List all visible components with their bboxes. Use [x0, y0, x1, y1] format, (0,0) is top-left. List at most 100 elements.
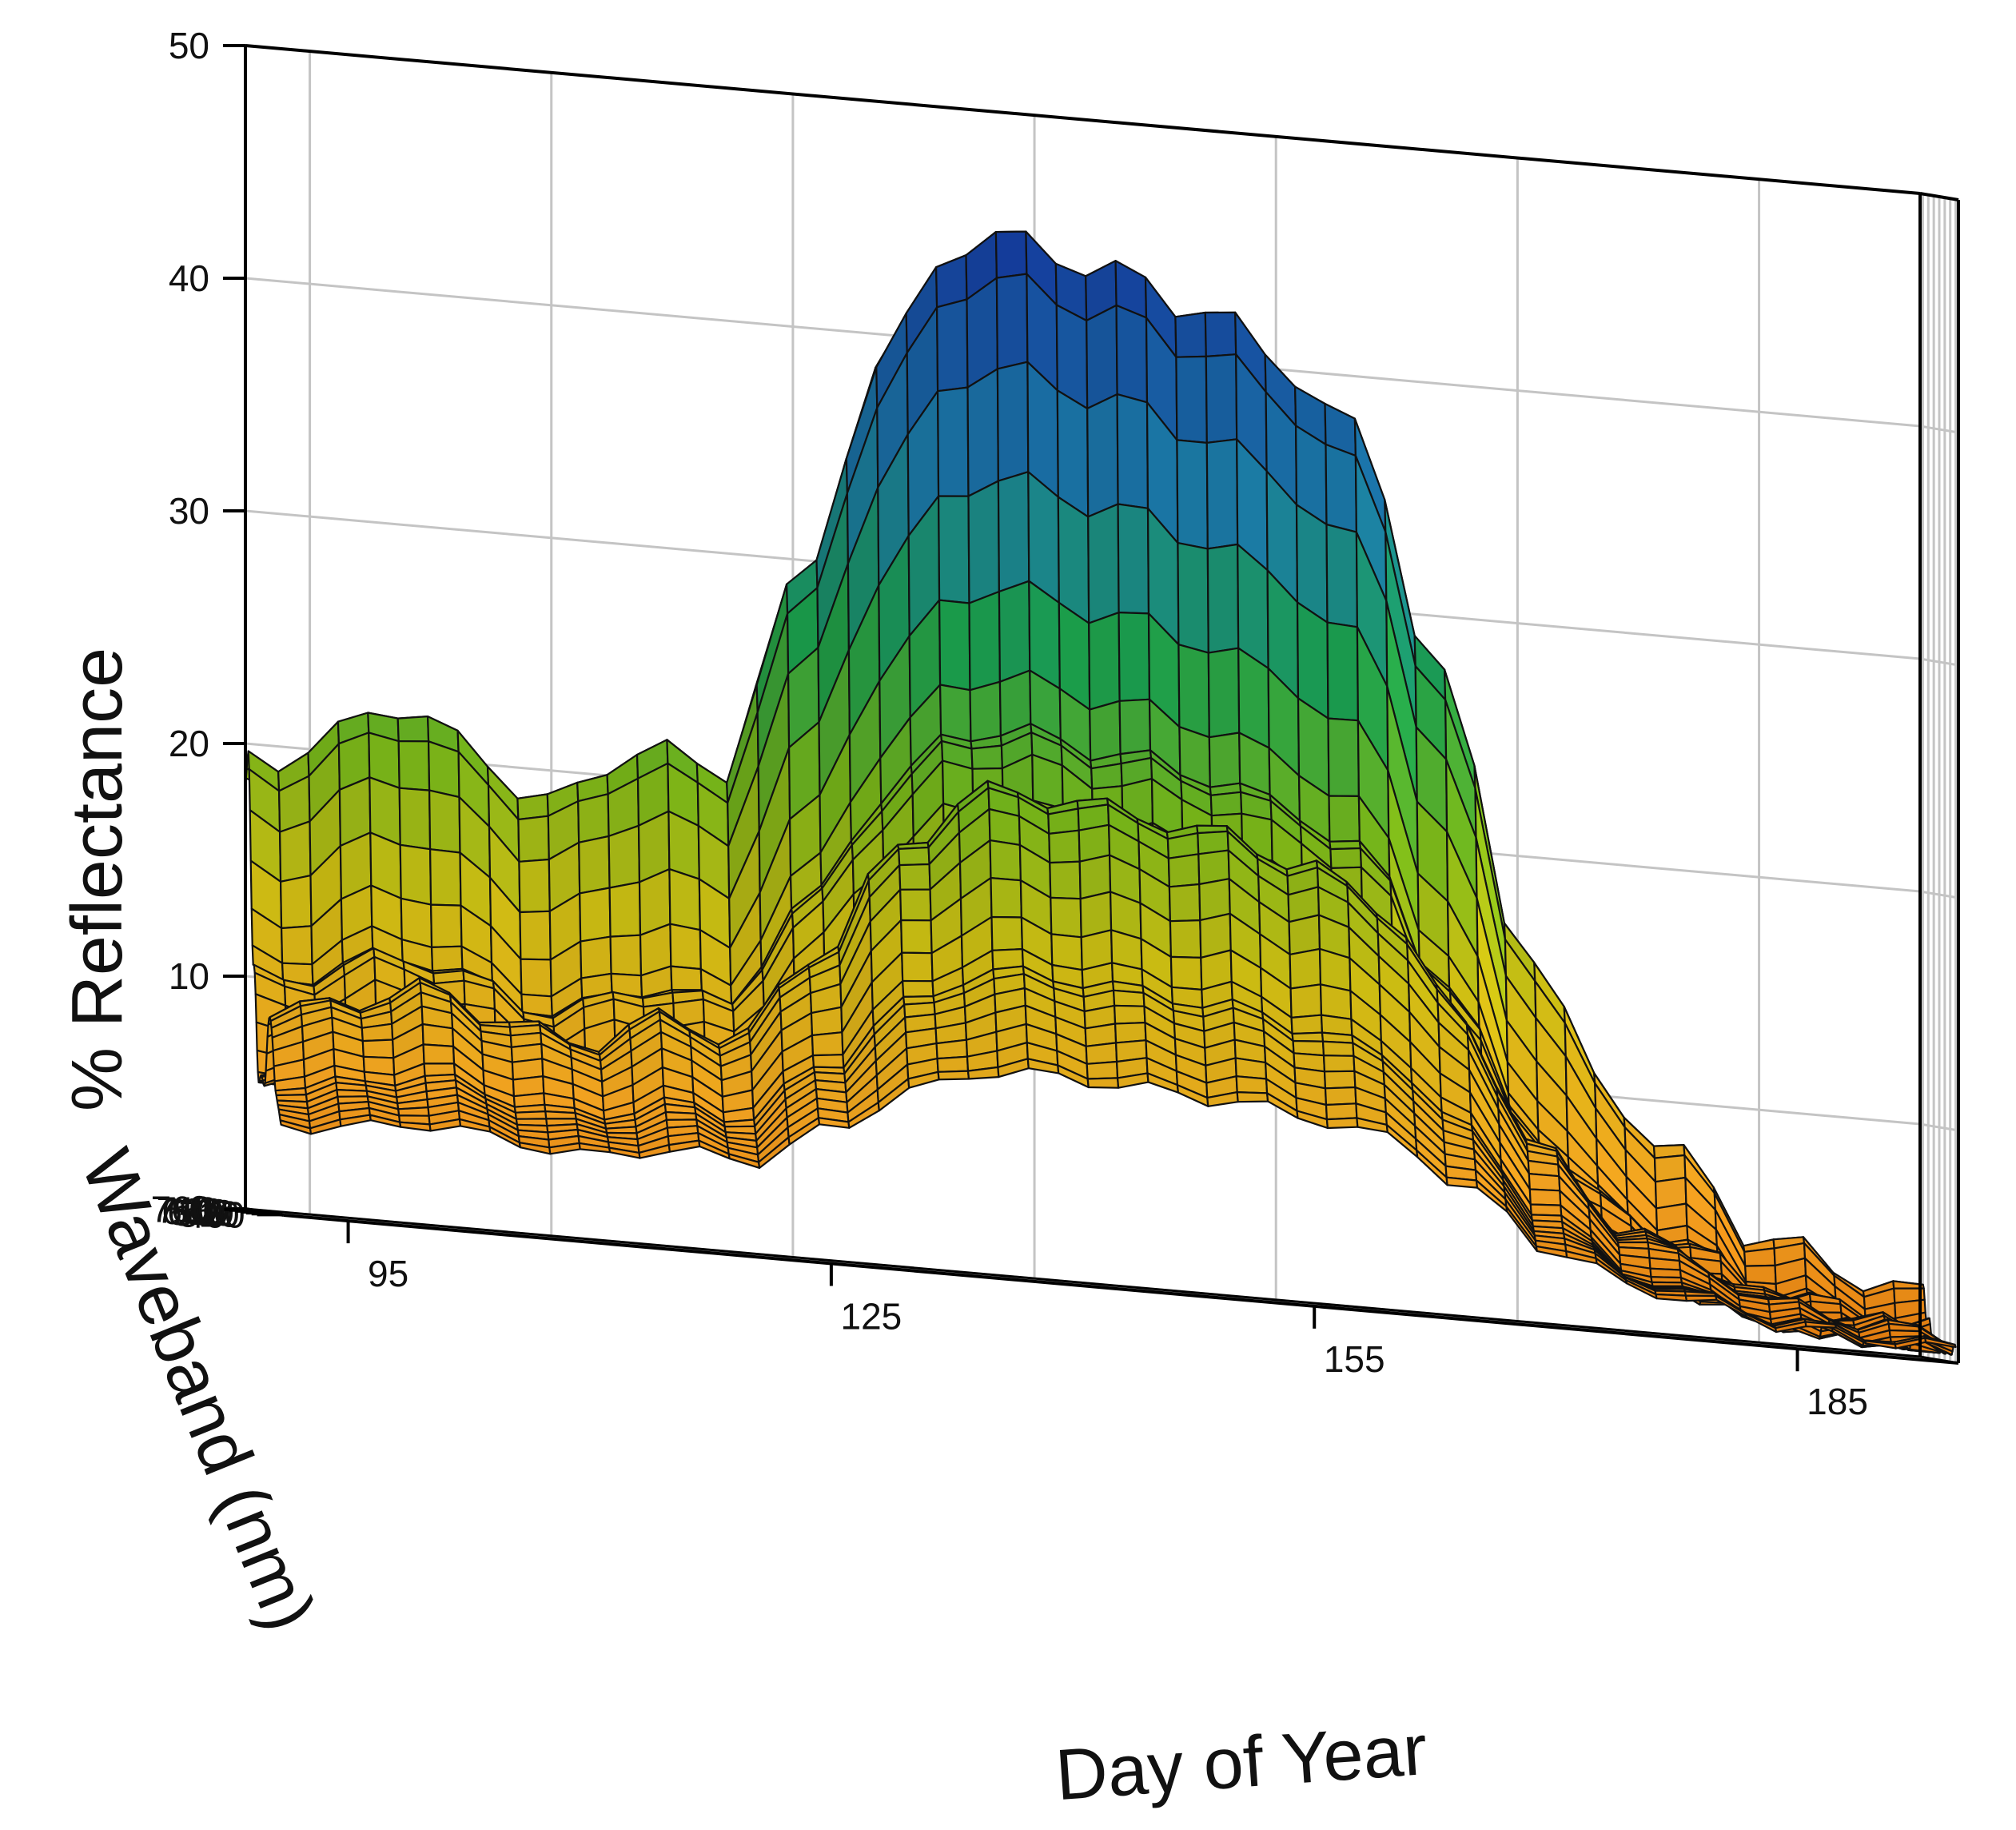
surface-cell: [1528, 1172, 1561, 1192]
z-tick-label: 10: [169, 955, 209, 997]
surface-cell: [900, 919, 933, 955]
surface-cell: [937, 495, 970, 604]
surface-cell: [968, 590, 1002, 692]
surface-cell: [399, 1121, 432, 1132]
surface-cell: [398, 787, 432, 851]
surface-cell: [990, 915, 1024, 951]
x-tick-label: 95: [368, 1253, 408, 1294]
x-tick-label: 185: [1807, 1381, 1868, 1422]
surface-cell: [1112, 989, 1145, 1007]
surface-cell: [1118, 698, 1152, 756]
surface-cell: [1089, 700, 1122, 762]
z-tick-label: 20: [169, 723, 209, 764]
surface-cell: [670, 965, 703, 991]
surface-cell: [937, 1070, 970, 1081]
surface-cell: [997, 471, 1030, 593]
surface-cell: [938, 599, 971, 692]
surface-cell: [970, 744, 1004, 770]
surface-cell: [1050, 933, 1083, 971]
y-tick-label: 610: [167, 1191, 229, 1233]
surface-cell: [399, 843, 432, 906]
surface-cell: [811, 1054, 845, 1069]
surface-cell: [967, 480, 1001, 604]
surface-cell: [1169, 919, 1202, 959]
surface-cell: [422, 1043, 456, 1065]
surface-cell: [1117, 503, 1150, 615]
surface-cell: [1324, 1086, 1357, 1106]
surface-cell: [1088, 611, 1121, 711]
surface-cell: [1087, 503, 1120, 624]
z-tick-label: 50: [169, 25, 209, 66]
surface-cell: [514, 1110, 548, 1120]
surface-cell: [397, 1106, 430, 1117]
box-edge: [1919, 1355, 1959, 1365]
surface-cell: [1289, 983, 1323, 1019]
y-tick-label: 560: [173, 1192, 234, 1234]
surface-cell: [901, 951, 934, 983]
surface-cell: [1205, 438, 1239, 550]
surface-cell: [427, 740, 460, 799]
surface-cell: [995, 273, 1029, 370]
surface-cell: [936, 1055, 970, 1073]
surface-cell: [1176, 439, 1209, 550]
surface-cell: [518, 858, 551, 914]
surface-cell: [1169, 955, 1203, 991]
surface-cell: [1655, 1293, 1687, 1302]
surface-cell: [361, 1023, 394, 1043]
surface-cell: [989, 839, 1022, 882]
z-axis-title: % Reflectance: [58, 648, 137, 1111]
surface-cell: [1174, 311, 1207, 358]
surface-cell: [664, 1110, 698, 1121]
box-edge: [245, 44, 1921, 195]
box-edge: [245, 1207, 1921, 1358]
surface-cell: [1236, 1090, 1269, 1103]
surface-cell: [966, 368, 1000, 497]
surface-cell: [1177, 644, 1210, 739]
x-tick-label: 125: [841, 1295, 902, 1337]
y-tick-label: 660: [161, 1190, 223, 1232]
surface-cell: [519, 910, 552, 961]
surface-cell: [1325, 1102, 1358, 1121]
surface-cell: [1118, 611, 1151, 702]
surface-cell: [899, 888, 932, 922]
surface-cell: [397, 740, 431, 791]
surface-cell: [996, 361, 1030, 482]
surface-cell: [577, 793, 610, 843]
y-tick-label: 760: [151, 1189, 213, 1230]
surface-cell: [1208, 732, 1241, 788]
surface-cell: [1090, 762, 1123, 790]
surface-cell: [1168, 883, 1201, 923]
surface-cell: [1924, 1337, 1957, 1349]
surface-cell: [1086, 393, 1119, 518]
surface-cell: [1322, 1055, 1356, 1073]
surface-cell: [1049, 860, 1082, 900]
surface-cell: [1235, 1075, 1269, 1094]
surface-cell: [1177, 541, 1209, 654]
surface-cell: [990, 876, 1023, 919]
surface-cell: [1323, 1070, 1357, 1090]
x-axis-line: [283, 1214, 1959, 1365]
surface-cell: [935, 1039, 969, 1060]
x-tick-label: 155: [1324, 1338, 1385, 1380]
surface-cell: [361, 1039, 395, 1059]
surface-cell: [902, 979, 934, 999]
surface-cell: [1113, 1004, 1146, 1025]
surface-cell: [988, 807, 1022, 847]
surface-cell: [936, 386, 970, 497]
surface-cell: [669, 923, 702, 971]
surface-cell: [1205, 353, 1238, 445]
surface-cell: [580, 935, 612, 979]
surface-cell: [280, 874, 313, 930]
surface-cell: [1086, 304, 1118, 410]
surface-cell: [430, 945, 464, 972]
surface-cell: [934, 254, 968, 309]
surface-cell: [1325, 1117, 1359, 1130]
surface-cell: [1056, 389, 1090, 518]
surface-cell: [938, 684, 972, 743]
y-tick-label: 510: [178, 1193, 240, 1234]
surface-cell: [1529, 1203, 1563, 1217]
surface-cell: [279, 820, 312, 883]
surface-cell: [1175, 355, 1208, 445]
